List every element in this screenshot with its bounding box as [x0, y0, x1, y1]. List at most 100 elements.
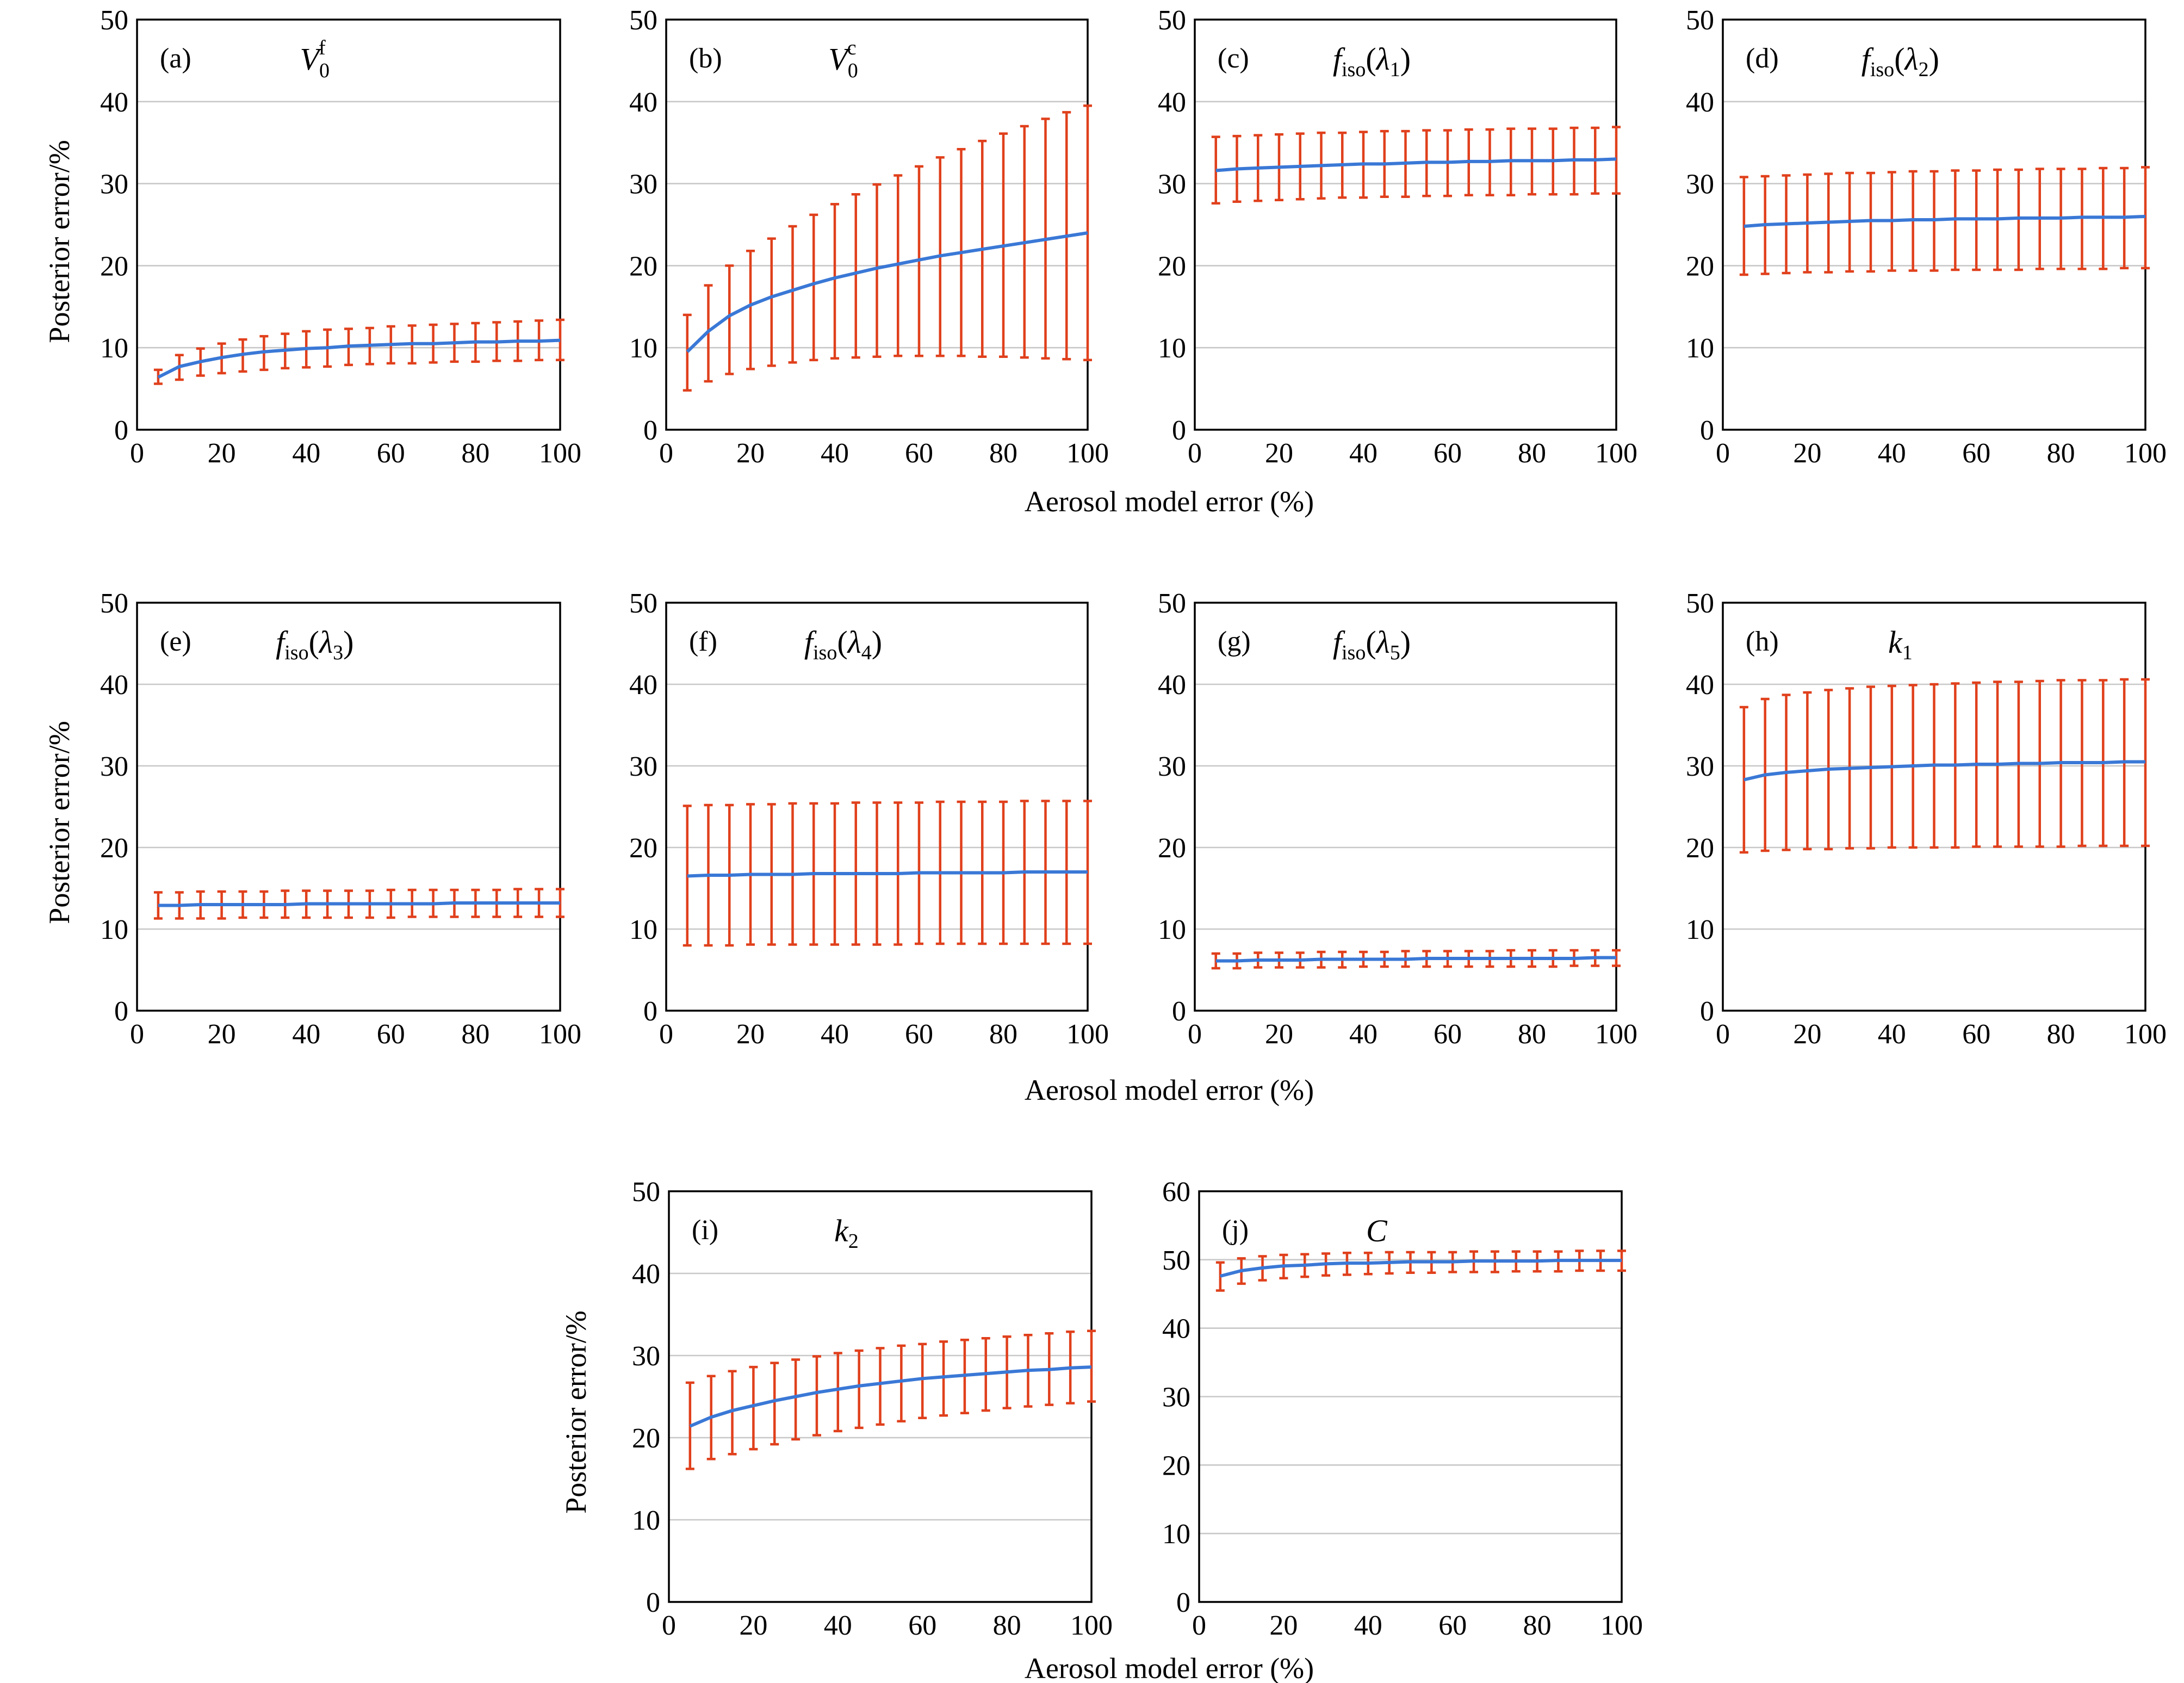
y-tick-label: 20 [1158, 251, 1186, 282]
error-bar [833, 1352, 842, 1433]
x-tick-label: 40 [821, 1019, 849, 1050]
x-tick-label: 0 [1188, 1019, 1202, 1050]
y-tick-label: 30 [1686, 169, 1714, 200]
x-tick-label: 100 [1066, 1019, 1109, 1050]
error-bar [851, 193, 860, 359]
panel-h: 0 10 20 30 40 50 0 20 40 60 80 100 (h) k1 [1686, 588, 2167, 1050]
parameter-title: k2 [834, 1213, 859, 1253]
x-tick-label: 60 [905, 1019, 933, 1050]
error-bar [556, 318, 564, 362]
panel-b: 0 10 20 30 40 50 0 20 40 60 80 100 (b) V0c [629, 5, 1109, 469]
panel-label: (a) [160, 43, 191, 74]
x-tick-label: 20 [736, 438, 765, 469]
y-tick-label: 10 [1158, 914, 1186, 945]
mean-line [157, 338, 561, 379]
mean-line [1215, 157, 1617, 172]
x-tick-label: 100 [2124, 1019, 2167, 1050]
x-tick-label: 40 [1349, 438, 1378, 469]
x-tick-label: 60 [1438, 1610, 1467, 1641]
x-tick-label: 0 [1188, 438, 1202, 469]
error-bar [918, 1342, 927, 1420]
panel-label: (c) [1218, 43, 1249, 74]
y-tick-label: 20 [100, 251, 128, 282]
parameter-title: k1 [1888, 624, 1913, 664]
x-tick-label: 80 [993, 1610, 1021, 1641]
panel-i: 0 10 20 30 40 50 0 20 40 60 80 100 (i) k2 [632, 1177, 1113, 1641]
y-tick-label: 0 [1700, 996, 1714, 1027]
x-tick-label: 20 [736, 1019, 765, 1050]
x-tick-label: 0 [130, 438, 144, 469]
y-tick-label: 50 [1686, 588, 1714, 619]
x-tick-label: 100 [1600, 1610, 1643, 1641]
panel-label: (j) [1222, 1215, 1249, 1246]
y-tick-label: 50 [1158, 588, 1186, 619]
plot-frame [1194, 602, 1617, 1012]
parameter-title: fiso(λ4) [804, 624, 882, 664]
y-tick-label: 10 [100, 333, 128, 364]
x-tick-label: 20 [1793, 438, 1821, 469]
error-bar [728, 1370, 737, 1456]
x-tick-label: 100 [1595, 1019, 1637, 1050]
error-bar [749, 1365, 758, 1451]
error-bar [725, 264, 734, 375]
y-tick-label: 0 [1172, 996, 1186, 1027]
y-tick-label: 40 [1158, 87, 1186, 118]
y-tick-label: 10 [1162, 1519, 1190, 1550]
shared-y-axis-label-row-3: Posterior error/% [560, 1310, 592, 1513]
mean-line [686, 231, 1088, 353]
mean-line [1744, 214, 2146, 228]
y-tick-label: 30 [1686, 751, 1714, 782]
plot-frame [136, 602, 561, 1012]
mean-line [687, 870, 1088, 878]
y-tick-label: 50 [629, 588, 657, 619]
x-tick-label: 20 [208, 438, 236, 469]
x-tick-label: 0 [659, 1019, 673, 1050]
y-tick-label: 0 [646, 1587, 660, 1618]
y-tick-label: 50 [629, 5, 657, 36]
plot-frame [1194, 18, 1617, 431]
parameter-title: fiso(λ1) [1333, 41, 1411, 81]
x-tick-label: 0 [662, 1610, 676, 1641]
panel-label: (d) [1746, 43, 1779, 74]
error-bar [1211, 952, 1220, 970]
y-tick-label: 0 [114, 996, 128, 1027]
y-tick-label: 40 [1158, 670, 1186, 701]
y-tick-label: 0 [1700, 415, 1714, 446]
parameter-title: V0f [300, 36, 330, 82]
panel-label: (f) [689, 626, 717, 657]
x-tick-label: 60 [908, 1610, 936, 1641]
y-tick-label: 40 [100, 87, 128, 118]
y-tick-label: 30 [629, 751, 657, 782]
x-tick-label: 100 [539, 1019, 581, 1050]
y-tick-label: 10 [629, 333, 657, 364]
x-tick-label: 20 [1269, 1610, 1298, 1641]
error-bar [682, 313, 692, 392]
error-bar [746, 250, 755, 370]
mean-line [1215, 956, 1616, 963]
x-tick-label: 0 [130, 1019, 144, 1050]
y-tick-label: 50 [632, 1177, 660, 1208]
y-tick-label: 0 [1172, 415, 1186, 446]
panel-a: 0 10 20 30 40 50 0 20 40 60 80 100 (a) V0f [100, 5, 581, 469]
y-tick-label: 30 [629, 169, 657, 200]
error-bar [682, 805, 692, 947]
x-tick-label: 100 [1070, 1610, 1113, 1641]
x-tick-label: 60 [1962, 1019, 1990, 1050]
y-tick-label: 10 [1686, 333, 1714, 364]
panel-f: 0 10 20 30 40 50 0 20 40 60 80 100 (f) fiso(λ4) [629, 588, 1109, 1050]
y-tick-label: 0 [1176, 1587, 1190, 1618]
y-tick-label: 20 [1686, 833, 1714, 864]
shared-y-axis-label-row-2: Posterior error/% [43, 721, 76, 924]
x-tick-label: 0 [1716, 438, 1730, 469]
x-tick-label: 60 [377, 1019, 405, 1050]
x-tick-label: 40 [1354, 1610, 1382, 1641]
y-tick-label: 40 [629, 670, 657, 701]
plot-frame [1198, 1190, 1623, 1603]
y-tick-label: 20 [100, 833, 128, 864]
panel-d: 0 10 20 30 40 50 0 20 40 60 80 100 (d) fiso(λ2) [1686, 5, 2167, 469]
shared-x-axis-label-row-2: Aerosol model error (%) [1025, 1074, 1314, 1106]
x-tick-label: 40 [821, 438, 849, 469]
x-tick-label: 80 [2047, 438, 2075, 469]
y-tick-label: 50 [100, 5, 128, 36]
